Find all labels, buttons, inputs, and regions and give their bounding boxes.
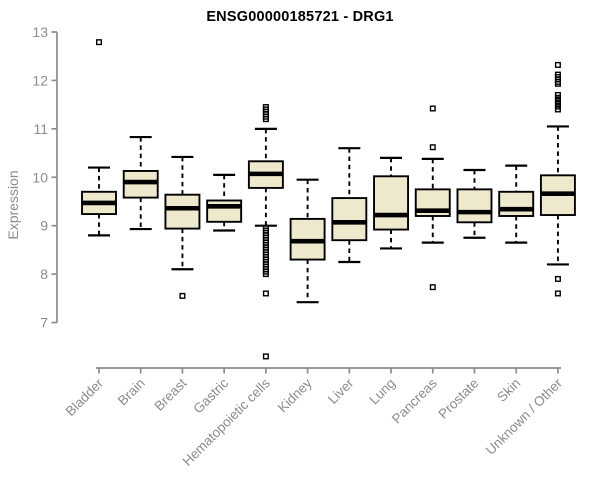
x-tick-label-pancreas: Pancreas [389,375,440,426]
x-tick-label-bladder: Bladder [63,375,107,419]
outlier-point [429,105,436,112]
y-tick-label: 7 [40,315,48,331]
outlier-point [554,275,561,282]
iqr-box [206,199,243,223]
iqr-box [164,193,201,230]
box-group-brain [122,135,159,231]
box-group-breast [164,155,201,299]
outlier-point [262,353,269,360]
outlier-point [262,116,269,123]
outlier-point [95,39,102,46]
outlier-point [554,80,561,87]
outlier-point [554,61,561,68]
y-tick-label: 9 [40,218,48,234]
box-group-prostate [456,168,493,239]
x-tick-label-skin: Skin [494,376,523,405]
box-group-lung [373,156,409,250]
x-tick-label-liver: Liver [325,375,357,407]
outlier-point [262,271,269,278]
y-tick-label: 8 [40,266,48,282]
box-group-kidney [289,178,326,304]
outlier-point [554,290,561,297]
x-tick-label-breast: Breast [151,375,189,413]
y-tick-label: 10 [32,169,48,185]
outlier-point [429,284,436,291]
x-tick-label-brain: Brain [115,376,148,409]
y-tick-label: 13 [32,24,48,40]
box-group-gastric [206,173,243,232]
iqr-box [331,197,368,242]
outlier-point [262,290,269,297]
box-group-unknown-other [539,61,576,297]
outlier-point [554,106,561,113]
outlier-point [429,144,436,151]
x-tick-label-gastric: Gastric [190,375,231,416]
chart-title: ENSG00000185721 - DRG1 [206,9,394,25]
box-group-pancreas [414,105,451,291]
iqr-box [373,175,409,231]
x-tick-label-lung: Lung [366,376,398,408]
y-tick-label: 11 [33,121,48,137]
x-tick-label-unknown-other: Unknown / Other [483,375,566,458]
box-group-hematopoietic-cells [247,104,284,360]
box-group-skin [498,164,535,244]
outlier-point [179,292,186,299]
y-tick-label: 12 [32,72,48,88]
box-group-liver [331,147,368,264]
iqr-box [456,188,493,224]
box-group-bladder [81,39,117,237]
x-tick-label-kidney: Kidney [275,375,315,415]
iqr-box [498,190,535,217]
x-tick-label-prostate: Prostate [435,376,481,422]
